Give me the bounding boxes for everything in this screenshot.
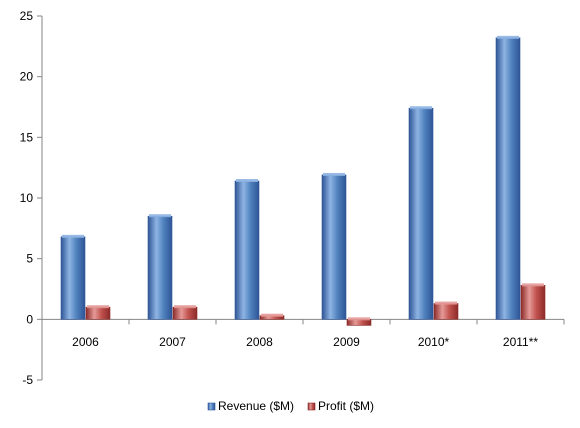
revenue-bar-cap bbox=[62, 234, 84, 238]
x-tick-label: 2007 bbox=[159, 335, 186, 349]
revenue-bar-cap bbox=[497, 35, 519, 39]
profit-bar bbox=[172, 306, 198, 320]
y-tick-label: 20 bbox=[20, 70, 34, 84]
revenue-bar bbox=[408, 107, 434, 320]
profit-bar-cap bbox=[87, 305, 109, 309]
y-tick-label: 25 bbox=[20, 9, 34, 23]
x-tick-label: 2008 bbox=[246, 335, 273, 349]
profit-bar bbox=[520, 285, 546, 320]
revenue-bar bbox=[60, 236, 86, 320]
legend: Revenue ($M) Profit ($M) bbox=[207, 399, 374, 413]
x-tick-label: 2011** bbox=[503, 335, 538, 349]
legend-label-profit: Profit ($M) bbox=[318, 399, 374, 413]
profit-bar-cap bbox=[261, 313, 283, 317]
y-tick-label: -5 bbox=[22, 373, 33, 387]
profit-bar bbox=[85, 306, 111, 320]
revenue-bar-cap bbox=[236, 179, 258, 183]
legend-swatch-revenue bbox=[207, 402, 216, 411]
bars bbox=[60, 35, 546, 326]
profit-bar-cap bbox=[348, 317, 370, 321]
legend-swatch-profit bbox=[307, 402, 316, 411]
x-tick-label: 2010* bbox=[418, 335, 450, 349]
revenue-bar bbox=[147, 215, 173, 320]
revenue-bar-cap bbox=[410, 106, 432, 110]
revenue-bar bbox=[234, 180, 260, 320]
x-axis: 2006 2007 2008 2009 2010* 2011** bbox=[41, 318, 565, 349]
x-tick-label: 2009 bbox=[333, 335, 360, 349]
x-tick-label: 2006 bbox=[72, 335, 99, 349]
profit-bar-cap bbox=[522, 283, 544, 287]
legend-item-profit: Profit ($M) bbox=[307, 399, 374, 413]
legend-label-revenue: Revenue ($M) bbox=[218, 399, 294, 413]
legend-item-revenue: Revenue ($M) bbox=[207, 399, 294, 413]
y-tick-label: 5 bbox=[26, 252, 33, 266]
y-tick-label: 15 bbox=[20, 130, 34, 144]
profit-bar-cap bbox=[435, 301, 457, 305]
revenue-bar bbox=[495, 37, 521, 320]
revenue-bar-cap bbox=[149, 214, 171, 218]
revenue-bar bbox=[321, 174, 347, 320]
y-axis: -5 0 5 10 15 20 25 bbox=[20, 9, 43, 387]
y-tick-label: 0 bbox=[26, 312, 33, 326]
revenue-bar-cap bbox=[323, 172, 345, 176]
profit-bar bbox=[433, 303, 459, 320]
y-tick-label: 10 bbox=[20, 191, 34, 205]
profit-bar-cap bbox=[174, 305, 196, 309]
